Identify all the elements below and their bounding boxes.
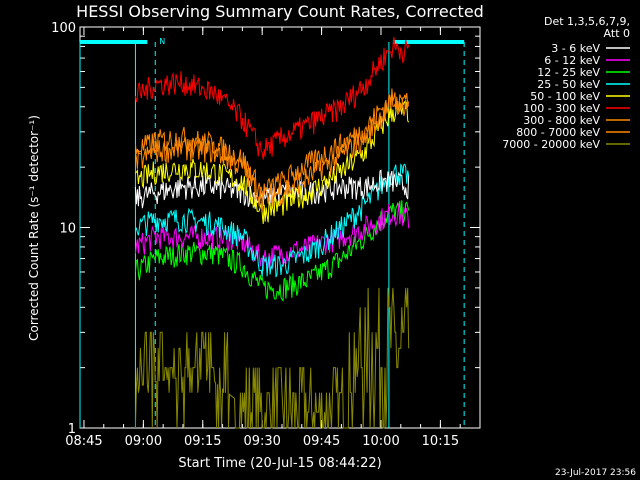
footer-date: 23-Jul-2017 23:56 bbox=[555, 468, 636, 478]
chart-title: HESSI Observing Summary Count Rates, Cor… bbox=[76, 2, 484, 21]
y-tick-label: 100 bbox=[51, 21, 76, 36]
x-tick-label: 10:00 bbox=[362, 434, 399, 449]
legend-header: Det 1,3,5,6,7,9, bbox=[544, 15, 630, 28]
night-marker: N bbox=[159, 37, 165, 46]
x-tick-label: 09:15 bbox=[184, 434, 221, 449]
legend-label: 25 - 50 keV bbox=[537, 78, 600, 91]
x-axis: 08:45 09:00 09:15 09:30 09:45 10:00 10:15 bbox=[65, 27, 481, 449]
x-tick-label: 08:45 bbox=[65, 434, 102, 449]
legend-label: 100 - 300 keV bbox=[523, 102, 600, 115]
series-line bbox=[134, 169, 410, 209]
x-tick-label: 09:00 bbox=[125, 434, 162, 449]
y-axis-label: Corrected Count Rate (s⁻¹ detector⁻¹) bbox=[27, 115, 41, 341]
legend-label: 7000 - 20000 keV bbox=[502, 138, 600, 151]
y-tick-label: 10 bbox=[59, 222, 76, 237]
y-tick-label: 1 bbox=[68, 422, 76, 437]
series-layer bbox=[134, 36, 410, 429]
legend-label: 6 - 12 keV bbox=[544, 54, 600, 67]
legend-label: 800 - 7000 keV bbox=[516, 126, 600, 139]
series-line bbox=[134, 203, 410, 272]
x-axis-label: Start Time (20-Jul-15 08:44:22) bbox=[178, 456, 381, 471]
x-tick-label: 10:15 bbox=[422, 434, 459, 449]
series-line bbox=[134, 88, 410, 201]
legend-label: 50 - 100 keV bbox=[530, 90, 600, 103]
legend-header: Att 0 bbox=[604, 27, 630, 40]
observation-bar bbox=[80, 40, 148, 44]
observation-bar bbox=[392, 40, 465, 44]
series-line bbox=[134, 94, 410, 212]
x-tick-label: 09:45 bbox=[303, 434, 340, 449]
series-line bbox=[134, 200, 410, 302]
x-tick-label: 09:30 bbox=[243, 434, 280, 449]
legend-label: 12 - 25 keV bbox=[537, 66, 600, 79]
legend-label: 300 - 800 keV bbox=[523, 114, 600, 127]
series-line bbox=[134, 287, 410, 429]
series-line bbox=[134, 36, 410, 160]
y-axis: 1 10 100 bbox=[51, 21, 480, 437]
series-line bbox=[135, 100, 410, 225]
legend-label: 3 - 6 keV bbox=[551, 42, 600, 55]
